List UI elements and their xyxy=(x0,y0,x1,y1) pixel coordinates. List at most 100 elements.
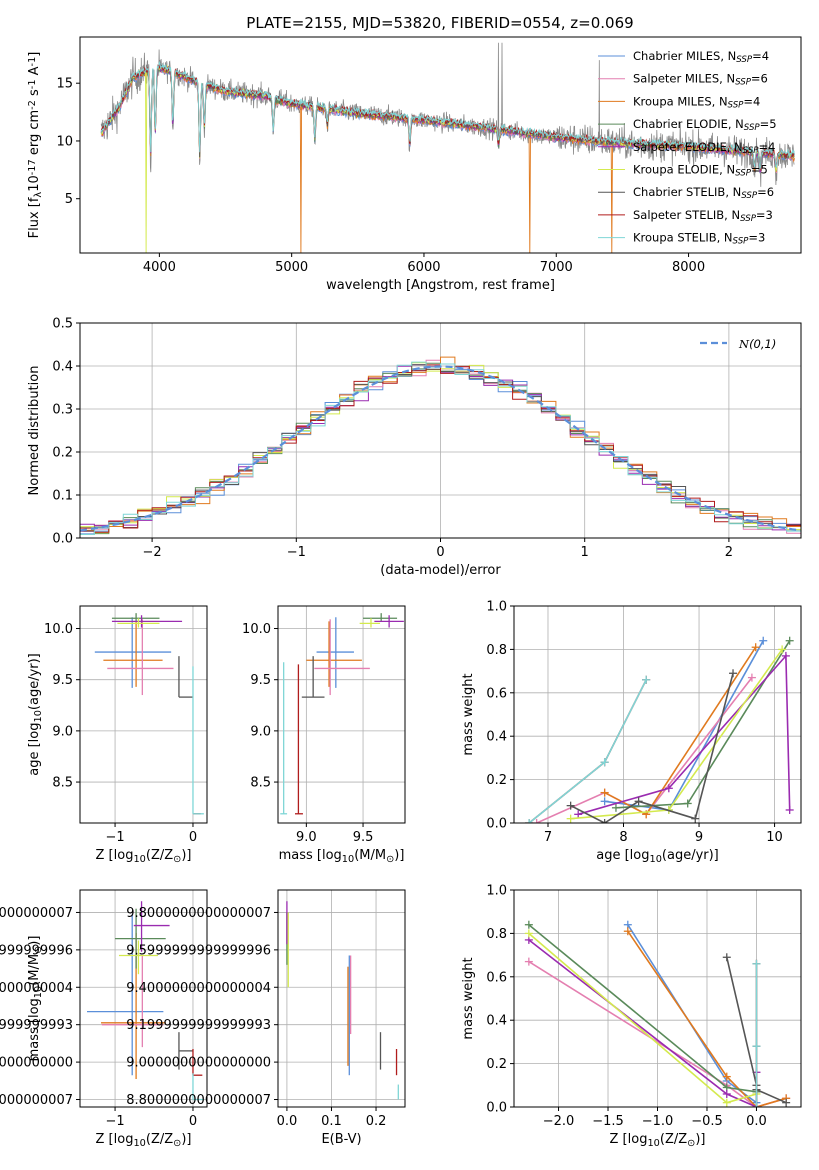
x-axis-label: mass [log10(M/M⊙)] xyxy=(279,848,405,865)
y-tick-label: 0.1 xyxy=(52,489,73,504)
y-axis-label: mass [log10(M/M⊙)] xyxy=(27,936,44,1062)
weight-marker xyxy=(634,797,643,806)
weight-marker xyxy=(525,819,534,823)
x-tick-label: 0.0 xyxy=(746,1114,767,1129)
y-tick-label: 0.2 xyxy=(486,773,507,788)
errorbar-point xyxy=(192,1073,204,1101)
x-tick-label: 9.5 xyxy=(353,830,374,845)
y-tick-label: 15 xyxy=(56,77,73,92)
x-tick-label: −2 xyxy=(143,545,162,560)
x-tick-label: 9.0 xyxy=(296,830,317,845)
residual-histogram xyxy=(80,364,801,533)
weight-marker xyxy=(691,814,700,823)
residuals-legend: N(0,1) xyxy=(700,337,776,351)
plot-area-age-vs-Z xyxy=(94,613,204,815)
panel-mass-vs-EBV: 0.0 0.1 0.2 8.8000000000000007 9.00000000000… xyxy=(126,889,406,1147)
y-tick-label: 9.8000000000000007 xyxy=(126,906,271,921)
errorbar-point xyxy=(115,908,166,969)
y-axis-label: Flux [fλ10-17 erg cm-2 s-1 A-1] xyxy=(27,52,44,239)
y-tick-label: 9.4000000000000004 xyxy=(126,981,271,996)
weight-marker xyxy=(722,1098,731,1107)
weight-marker xyxy=(600,819,609,823)
weight-line xyxy=(570,673,734,823)
x-tick-label: 10 xyxy=(766,830,783,845)
weight-marker xyxy=(747,673,756,682)
y-tick-label: 8.5 xyxy=(250,776,271,791)
axes-frame xyxy=(277,605,406,824)
y-tick-label: 9.1999999999999993 xyxy=(0,1018,73,1033)
panel-weight-vs-Z: −2.0 −1.5 −1.0 −0.5 0.0 0.0 0.2 0.4 0.6 0.8 1.0 Z [… xyxy=(461,884,802,1149)
axes-frame xyxy=(79,889,208,1108)
errorbar-point xyxy=(295,664,303,815)
x-axis-label: (data-model)/error xyxy=(380,563,501,578)
weight-marker xyxy=(751,643,760,652)
axes-frame xyxy=(513,605,802,824)
x-tick-label: 2 xyxy=(725,545,733,560)
x-tick-label: 0.0 xyxy=(277,1114,298,1129)
weight-line xyxy=(615,640,791,809)
figure-title: PLATE=2155, MJD=53820, FIBERID=0554, z=0… xyxy=(246,14,633,32)
weight-marker xyxy=(600,758,609,767)
weight-marker xyxy=(752,1042,761,1051)
weight-marker xyxy=(566,814,575,823)
y-tick-label: 9.0 xyxy=(52,724,73,739)
weight-marker xyxy=(566,801,575,810)
weight-marker xyxy=(722,1089,731,1098)
y-tick-label: 0.8 xyxy=(486,643,507,658)
x-axis-label: Z [log10(Z/Z⊙)] xyxy=(610,1132,706,1149)
y-axis-label: age [log10(age/yr)] xyxy=(27,653,44,776)
y-tick-label: 0.6 xyxy=(486,686,507,701)
panel-age-vs-Z: −1 0 8.5 9.0 9.5 10.0 Z [log10(Z/Z⊙)] age [log1… xyxy=(27,605,208,865)
weight-marker xyxy=(642,675,651,684)
weight-line xyxy=(577,653,791,816)
y-tick-label: 9.5999999999999996 xyxy=(126,943,271,958)
errorbar-point xyxy=(178,1032,193,1070)
y-tick-label: 0.8 xyxy=(486,927,507,942)
x-axis-label: wavelength [Angstrom, rest frame] xyxy=(326,278,555,293)
legend-entry: Kroupa STELIB, NSSP=3 xyxy=(633,231,765,247)
weight-line xyxy=(627,930,787,1107)
y-tick-label: 0.0 xyxy=(486,1101,507,1116)
x-axis-label: E(B-V) xyxy=(321,1132,361,1147)
weight-marker xyxy=(532,819,541,823)
y-tick-label: 0.5 xyxy=(52,317,73,332)
y-tick-label: 9.8000000000000007 xyxy=(0,906,73,921)
errorbar-point xyxy=(87,914,164,1076)
y-axis-label: mass weight xyxy=(461,957,476,1039)
errorbar-point xyxy=(280,662,288,815)
weight-marker xyxy=(574,810,583,819)
y-tick-label: 0.0 xyxy=(486,817,507,832)
x-tick-label: 8000 xyxy=(672,260,705,275)
weight-marker xyxy=(683,799,692,808)
x-tick-label: 5000 xyxy=(275,260,308,275)
x-tick-label: −1 xyxy=(287,545,306,560)
errorbar-point xyxy=(107,619,174,696)
y-tick-label: 9.0000000000000000 xyxy=(0,1056,73,1071)
panel-mass-vs-Z: −1 0 8.8000000000000007 9.0000000000000000 9… xyxy=(0,889,208,1149)
y-tick-label: 0.6 xyxy=(486,970,507,985)
x-axis-label: age [log10(age/yr)] xyxy=(596,848,719,865)
weight-line xyxy=(627,924,757,1104)
weight-marker xyxy=(722,953,731,962)
x-tick-label: 0.2 xyxy=(366,1114,387,1129)
errorbar-point xyxy=(101,955,164,1048)
weight-marker xyxy=(752,959,761,968)
errorbar-point xyxy=(301,656,325,698)
plot-area-spectrum xyxy=(100,42,795,253)
weight-line xyxy=(528,924,757,1093)
y-tick-label: 10.0 xyxy=(44,622,73,637)
weight-marker xyxy=(785,636,794,645)
weight-marker xyxy=(722,1072,731,1081)
spectrum-model-line xyxy=(100,60,795,170)
x-axis-label: Z [log10(Z/Z⊙)] xyxy=(96,1132,192,1149)
y-tick-label: 1.0 xyxy=(486,600,507,615)
legend-entry: Salpeter STELIB, NSSP=3 xyxy=(633,208,773,224)
panel-age-vs-mass: 9.0 9.5 8.5 9.0 9.5 10.0 mass [log10(M/M⊙)] xyxy=(242,605,406,865)
x-tick-label: −1.0 xyxy=(642,1114,674,1129)
weight-marker xyxy=(781,651,790,660)
legend-entry: Salpeter ELODIE, NSSP=4 xyxy=(633,140,775,156)
weight-marker xyxy=(782,1098,791,1107)
errorbar-point xyxy=(94,617,172,688)
errorbar-point xyxy=(117,618,160,628)
x-tick-label: 7 xyxy=(544,830,552,845)
